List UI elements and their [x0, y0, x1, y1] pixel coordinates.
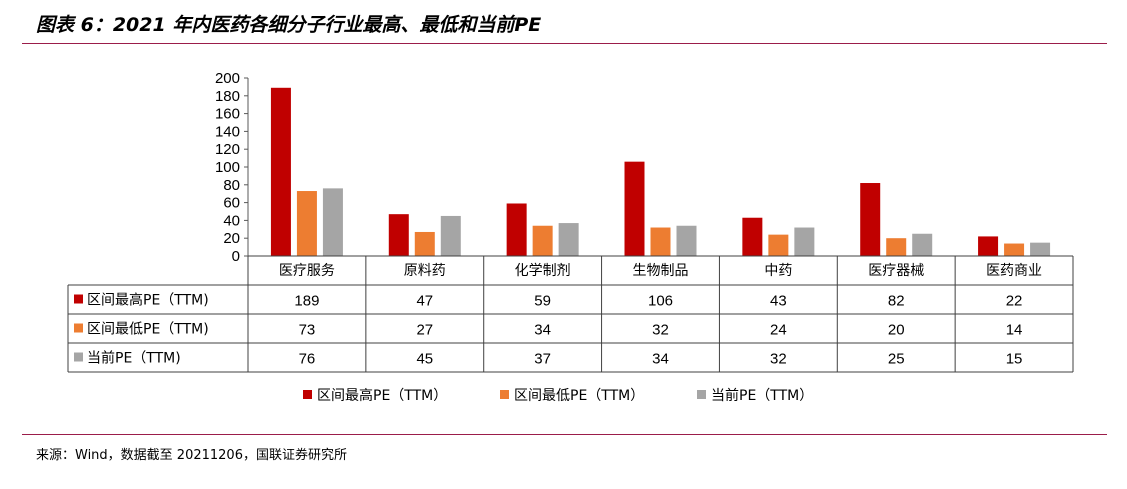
x-category-label: 医疗器械	[868, 263, 924, 279]
y-tick-label: 140	[215, 123, 240, 140]
bar	[558, 223, 579, 256]
table-cell: 24	[770, 322, 787, 339]
bar	[624, 161, 645, 256]
table-cell: 27	[416, 322, 433, 339]
bar	[440, 215, 461, 256]
table-cell: 32	[770, 351, 787, 368]
table-row-label: 区间最低PE（TTM)	[87, 322, 209, 338]
y-tick-label: 20	[223, 230, 240, 247]
y-tick-label: 0	[232, 248, 240, 265]
bar	[742, 217, 763, 256]
legend-label: 区间最高PE（TTM）	[317, 387, 447, 404]
bar	[414, 231, 435, 256]
table-cell: 25	[888, 351, 905, 368]
bar	[886, 238, 907, 256]
legend-key	[697, 390, 706, 399]
y-tick-label: 200	[215, 70, 240, 87]
x-category-label: 原料药	[404, 263, 446, 279]
y-tick-label: 80	[223, 177, 240, 194]
bar	[388, 214, 409, 256]
bar	[270, 87, 291, 256]
bar	[912, 233, 933, 256]
table-cell: 34	[534, 322, 551, 339]
bar	[296, 191, 317, 256]
x-category-label: 化学制剂	[515, 263, 571, 279]
legend-label: 当前PE（TTM）	[711, 387, 813, 404]
y-tick-label: 120	[215, 141, 240, 158]
y-tick-label: 100	[215, 159, 240, 176]
table-cell: 73	[299, 322, 316, 339]
table-cell: 32	[652, 322, 669, 339]
bar	[794, 227, 815, 256]
title-divider	[22, 43, 1107, 44]
table-cell: 14	[1006, 322, 1023, 339]
bar	[860, 183, 881, 256]
legend: 区间最高PE（TTM） 区间最低PE（TTM） 当前PE（TTM）	[303, 387, 813, 404]
bar	[322, 188, 343, 256]
bar	[506, 203, 527, 256]
table-cell: 47	[416, 293, 433, 310]
table-row-label: 区间最高PE（TTM)	[87, 292, 209, 309]
source-divider	[22, 434, 1107, 435]
legend-key	[303, 390, 312, 399]
table-cell: 82	[888, 293, 905, 310]
legend-label: 区间最低PE（TTM）	[514, 388, 644, 404]
bar	[676, 225, 697, 256]
x-category-label: 生物制品	[633, 263, 689, 279]
table-cell: 22	[1006, 293, 1023, 310]
table-cell: 45	[416, 351, 433, 368]
chart-title: 图表 6：2021 年内医药各细分子行业最高、最低和当前PE	[36, 14, 542, 36]
table-cell: 59	[534, 293, 551, 310]
bar	[1004, 243, 1025, 256]
y-tick-label: 180	[215, 88, 240, 105]
bar	[532, 225, 553, 256]
table-cell: 43	[770, 293, 787, 310]
bar	[768, 234, 789, 256]
bar	[1030, 242, 1051, 256]
y-tick-label: 60	[223, 195, 240, 212]
legend-key	[500, 390, 509, 399]
bar	[978, 236, 999, 256]
table-row-label: 当前PE（TTM)	[87, 350, 181, 367]
x-category-label: 医疗服务	[279, 263, 335, 279]
table-cell: 20	[888, 322, 905, 339]
table-cell: 76	[299, 351, 316, 368]
x-category-label: 中药	[764, 263, 792, 279]
table-cell: 15	[1006, 351, 1023, 368]
table-cell: 37	[534, 351, 551, 368]
y-tick-label: 160	[215, 106, 240, 123]
bars	[270, 87, 1051, 256]
source-note: 来源：Wind，数据截至 20211206，国联证券研究所	[36, 448, 347, 463]
table-legend-key	[74, 352, 83, 362]
table-cell: 34	[652, 351, 669, 368]
x-category-label: 医药商业	[986, 263, 1042, 279]
table-cell: 189	[294, 293, 319, 310]
table-legend-key	[74, 323, 83, 333]
table-legend-key	[74, 294, 83, 304]
table-cell: 106	[648, 293, 673, 310]
y-tick-label: 40	[223, 212, 240, 229]
bar	[650, 227, 671, 256]
